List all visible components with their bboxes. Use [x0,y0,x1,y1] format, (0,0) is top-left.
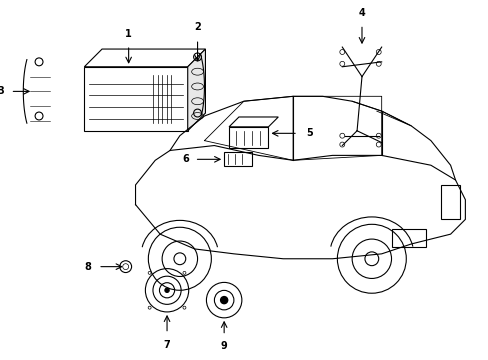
Text: 9: 9 [220,342,227,351]
Text: 7: 7 [163,339,170,350]
Circle shape [220,297,227,304]
Polygon shape [84,49,205,67]
Polygon shape [228,117,278,127]
Text: 1: 1 [125,29,132,39]
Text: 3: 3 [0,86,4,96]
Text: 8: 8 [84,262,92,272]
Text: 5: 5 [305,128,312,138]
Text: 6: 6 [182,154,189,164]
Text: 4: 4 [358,8,365,18]
Bar [224,152,251,166]
Bar [440,185,460,219]
Text: 2: 2 [194,22,201,32]
Bar [391,229,425,247]
Bar [228,127,268,148]
Polygon shape [187,49,205,131]
Circle shape [164,288,169,292]
Bar [84,67,187,131]
